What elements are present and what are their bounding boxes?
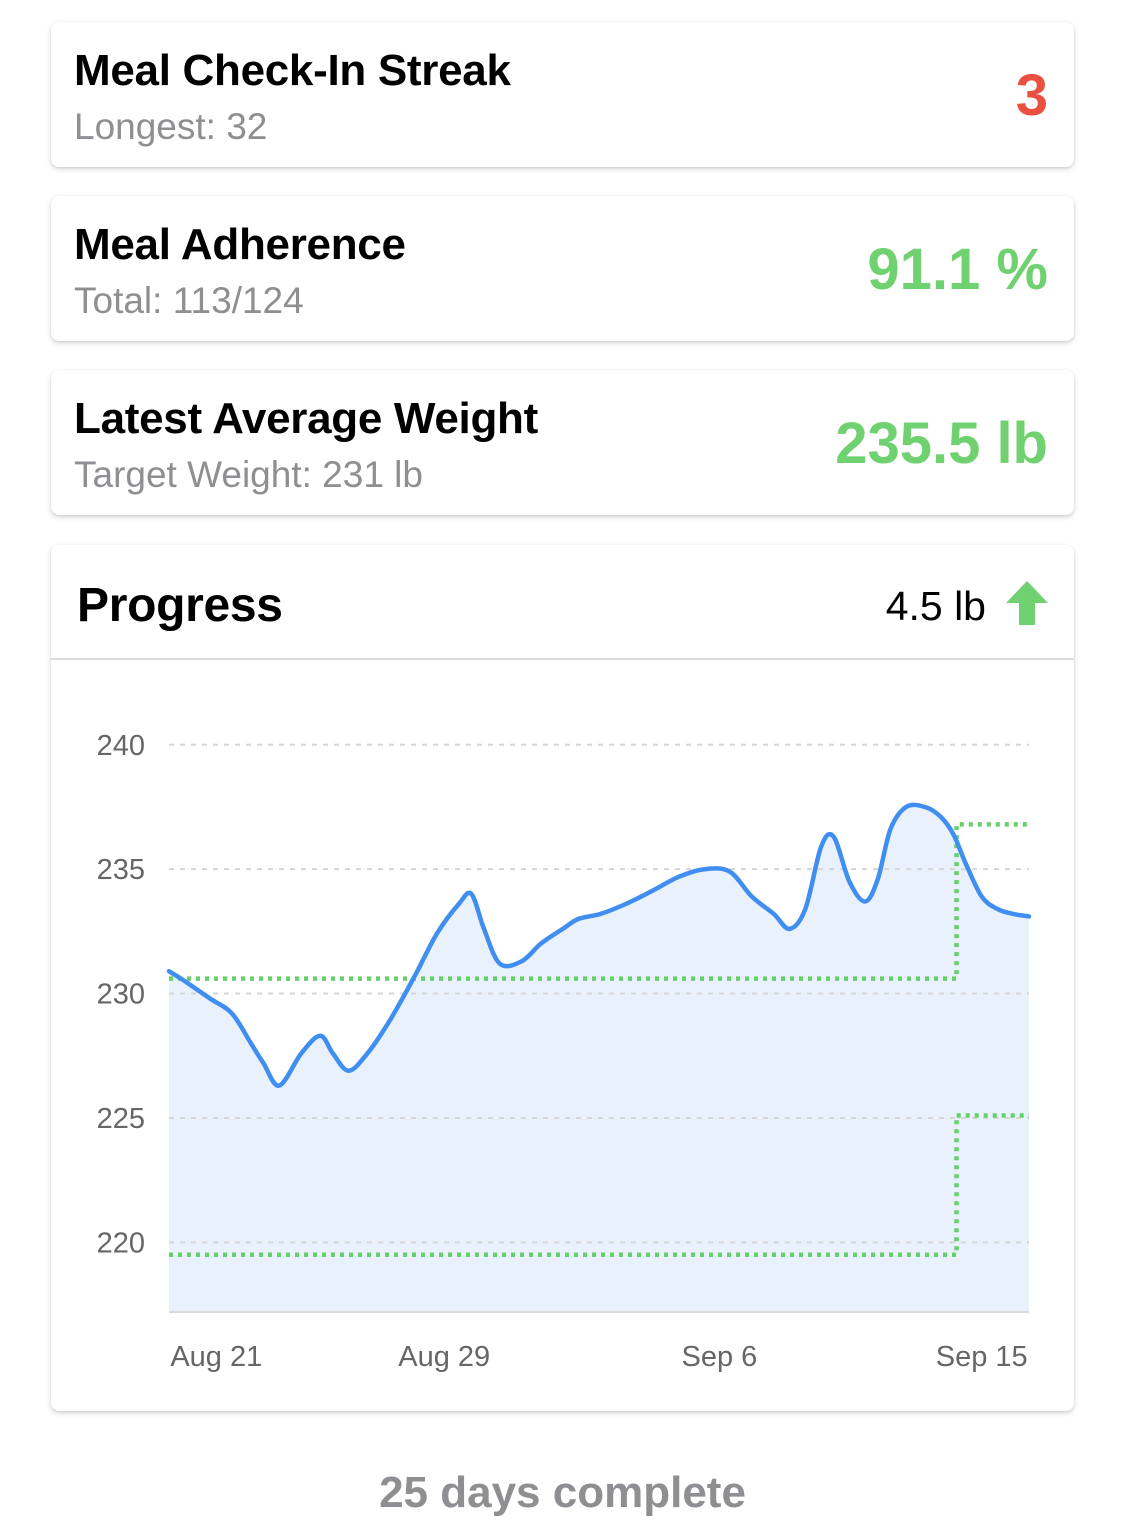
x-tick-label: Sep 6 bbox=[682, 1341, 758, 1373]
weight-card: Latest Average Weight Target Weight: 231… bbox=[51, 370, 1074, 515]
chart-area-fill bbox=[169, 804, 1029, 1312]
adherence-total: Total: 113/124 bbox=[74, 280, 304, 321]
days-complete: 25 days complete bbox=[379, 1468, 746, 1517]
progress-header: Progress 4.5 lb bbox=[51, 545, 1074, 660]
adherence-card: Meal Adherence Total: 113/124 91.1 % bbox=[51, 196, 1074, 341]
adherence-value: 91.1 % bbox=[867, 237, 1048, 302]
progress-card: Progress 4.5 lb 240 235 230 225 220 Aug 21 Aug… bbox=[51, 545, 1074, 1411]
y-tick-label-235: 235 bbox=[97, 854, 145, 886]
arrow-up-icon bbox=[1006, 581, 1048, 625]
target-band-lower bbox=[169, 1113, 1029, 1258]
streak-value: 3 bbox=[1015, 63, 1048, 128]
progress-change: 4.5 lb bbox=[885, 583, 986, 629]
adherence-title: Meal Adherence bbox=[74, 220, 406, 269]
streak-longest: Longest: 32 bbox=[74, 106, 268, 147]
weight-series-line bbox=[166, 802, 1032, 1088]
x-tick-label: Aug 29 bbox=[398, 1341, 490, 1373]
target-band-upper bbox=[169, 822, 1029, 981]
weight-value: 235.5 lb bbox=[835, 411, 1048, 476]
progress-title: Progress bbox=[77, 579, 283, 632]
streak-title: Meal Check-In Streak bbox=[74, 46, 511, 95]
y-tick-label-220: 220 bbox=[97, 1227, 145, 1259]
weight-title: Latest Average Weight bbox=[74, 394, 538, 443]
y-tick-label-230: 230 bbox=[97, 979, 145, 1011]
weight-chart: 240 235 230 225 220 Aug 21 Aug 29 Sep 6 Sep 15 bbox=[97, 730, 1032, 1373]
x-tick-label: Aug 21 bbox=[170, 1341, 262, 1373]
x-tick-label: Sep 15 bbox=[936, 1341, 1028, 1373]
target-weight: Target Weight: 231 lb bbox=[74, 454, 423, 495]
y-tick-label-240: 240 bbox=[97, 730, 145, 762]
streak-card: Meal Check-In Streak Longest: 32 3 bbox=[51, 22, 1074, 167]
y-tick-label-225: 225 bbox=[97, 1103, 145, 1135]
